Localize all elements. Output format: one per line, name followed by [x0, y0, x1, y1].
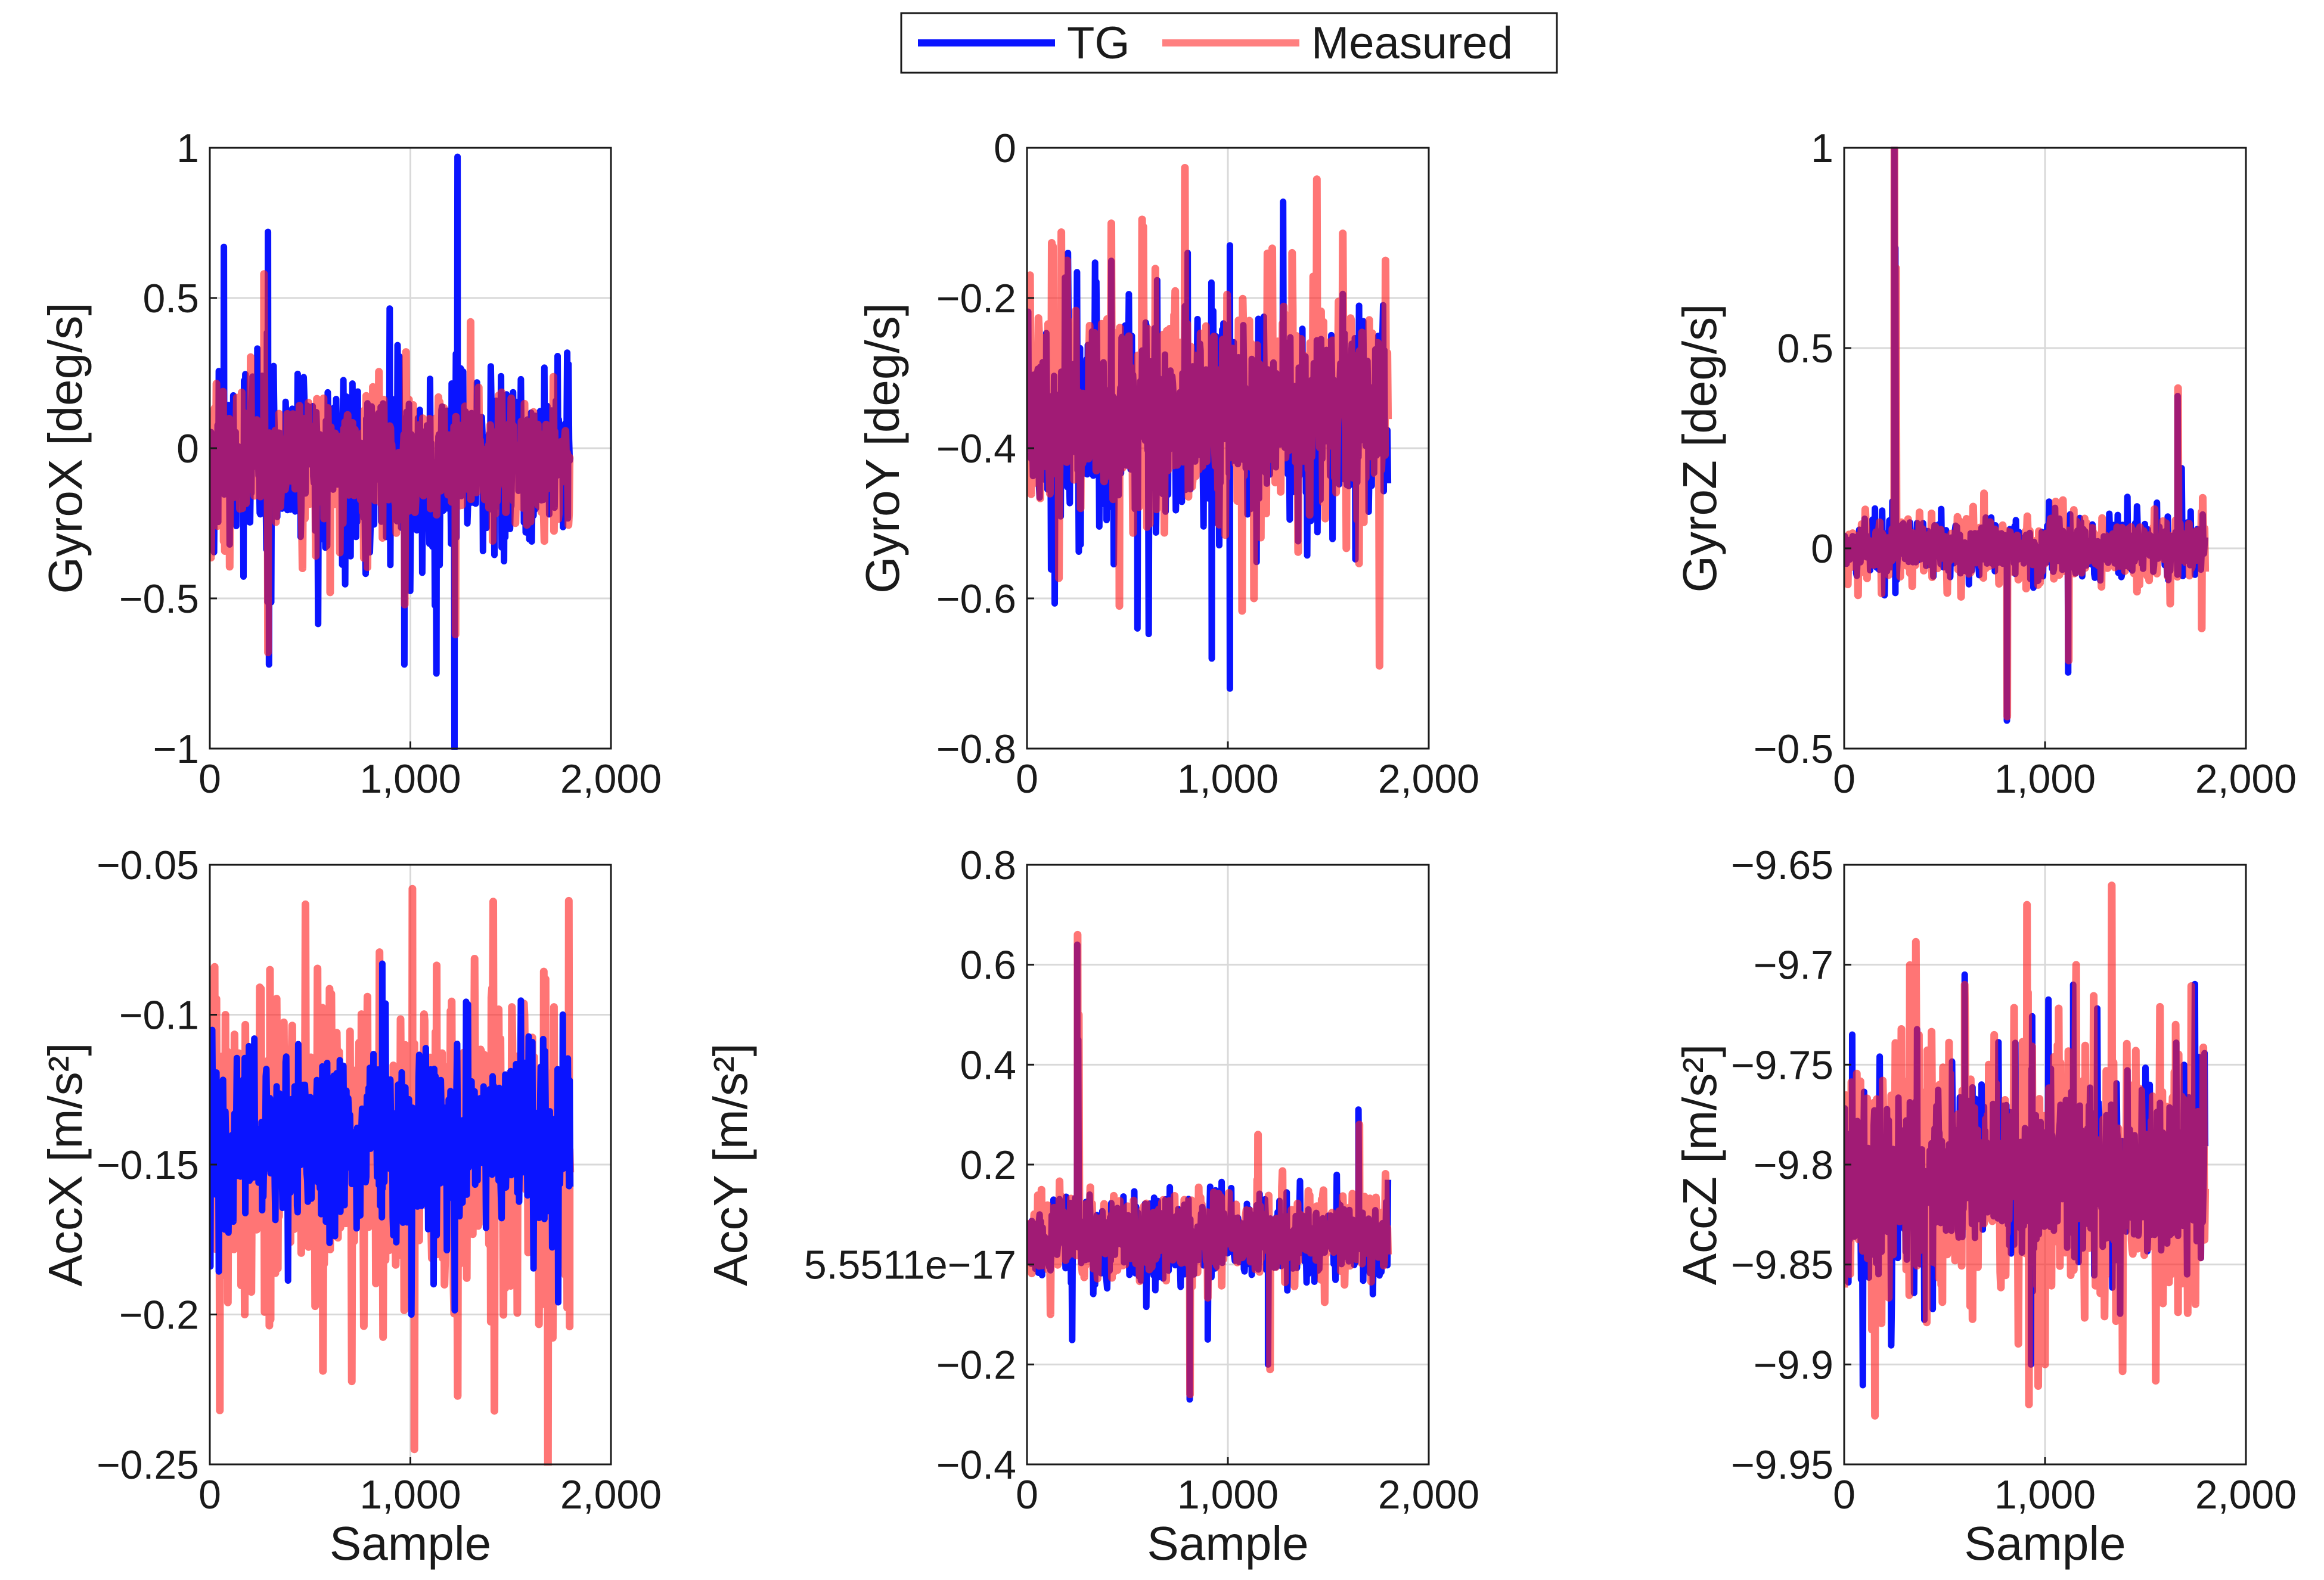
y-axis-label: AccX [m/s²]	[39, 1043, 92, 1287]
y-axis-label: AccZ [m/s²]	[1673, 1044, 1726, 1285]
x-tick-label: 0	[198, 1472, 221, 1517]
series-measured-line	[210, 270, 574, 657]
y-tick-label: −0.1	[119, 993, 199, 1038]
x-tick-label: 2,000	[2195, 756, 2297, 802]
y-tick-label: −9.9	[1754, 1342, 1833, 1387]
y-tick-label: −9.75	[1731, 1042, 1833, 1088]
x-axis-label: Sample	[1147, 1517, 1308, 1570]
x-tick-label: 0	[1016, 1472, 1038, 1517]
x-tick-label: 2,000	[1378, 1472, 1479, 1517]
series-group	[210, 153, 574, 750]
x-tick-label: 0	[1833, 1472, 1856, 1517]
y-tick-label: 5.5511e−17	[804, 1243, 1016, 1288]
x-tick-label: 1,000	[1994, 756, 2096, 802]
y-axis-label: GyroX [deg/s]	[39, 302, 92, 594]
y-tick-label: −0.6	[936, 576, 1016, 622]
series-group	[210, 884, 575, 1466]
subplot-2: 0 1,000 2,000 −0.8 −0.6 −0.4 −0.2 0 GyroY [deg/s…	[856, 126, 1479, 802]
y-tick-label: −9.65	[1731, 843, 1833, 888]
y-tick-label: −9.8	[1754, 1143, 1833, 1188]
y-tick-label: 0.2	[960, 1143, 1016, 1188]
y-tick-label: 0.4	[960, 1042, 1016, 1088]
y-tick-label: −0.25	[97, 1442, 199, 1488]
x-tick-label: 1,000	[359, 1472, 461, 1517]
legend-label-measured: Measured	[1311, 18, 1513, 69]
x-tick-label: 0	[1016, 756, 1038, 802]
x-tick-label: 0	[1833, 756, 1856, 802]
series-measured-line	[1027, 930, 1392, 1399]
y-tick-label: −1	[153, 727, 199, 772]
y-tick-label: −0.2	[936, 1342, 1016, 1387]
x-axis-label: Sample	[1964, 1517, 2126, 1570]
series-group	[1027, 930, 1392, 1403]
x-tick-label: 2,000	[1378, 756, 1479, 802]
series-measured-line	[1844, 881, 2210, 1420]
subplot-5: 0 1,000 2,000 −0.4 −0.2 5.5511e−17 0.2 0.4 0.6 0.…	[704, 843, 1479, 1570]
y-tick-label: −0.8	[936, 727, 1016, 772]
series-group	[1844, 147, 2210, 724]
x-tick-label: 2,000	[560, 756, 662, 802]
y-tick-label: 0	[176, 426, 199, 471]
series-group	[1844, 881, 2210, 1420]
series-group	[1027, 164, 1392, 692]
y-axis-label: GyroZ [deg/s]	[1673, 304, 1726, 593]
y-axis-label: GyroY [deg/s]	[856, 303, 909, 594]
y-tick-label: 0.8	[960, 843, 1016, 888]
y-tick-label: −9.7	[1754, 943, 1833, 988]
x-tick-label: 1,000	[1177, 1472, 1279, 1517]
y-tick-label: 0	[1811, 526, 1833, 572]
x-tick-label: 1,000	[1177, 756, 1279, 802]
y-tick-label: −0.15	[97, 1143, 199, 1188]
y-tick-label: −0.4	[936, 426, 1016, 471]
y-tick-label: −0.5	[119, 576, 199, 622]
y-tick-label: −0.05	[97, 843, 199, 888]
y-axis-label: AccY [m/s²]	[704, 1043, 757, 1286]
y-tick-label: 0.5	[1777, 326, 1833, 371]
y-tick-label: −9.95	[1731, 1442, 1833, 1488]
y-tick-label: 0.6	[960, 943, 1016, 988]
series-measured-line	[1844, 147, 2210, 721]
y-tick-label: 1	[176, 126, 199, 171]
x-axis-label: Sample	[330, 1517, 491, 1570]
y-tick-label: −0.2	[936, 276, 1016, 321]
y-tick-label: 0	[994, 126, 1016, 171]
series-tg-line	[210, 960, 574, 1318]
subplot-6: 0 1,000 2,000 −9.95 −9.9 −9.85 −9.8 −9.75 −9.7 −9…	[1673, 843, 2297, 1570]
y-tick-label: −0.2	[119, 1293, 199, 1338]
y-tick-label: −0.5	[1754, 727, 1833, 772]
x-tick-label: 0	[198, 756, 221, 802]
subplot-4: 0 1,000 2,000 −0.25 −0.2 −0.15 −0.1 −0.05 AccX […	[39, 843, 662, 1570]
y-tick-label: −9.85	[1731, 1243, 1833, 1288]
subplot-1: 0 1,000 2,000 −1 −0.5 0 0.5 1 GyroX [deg/s]	[39, 126, 662, 802]
legend: TG Measured	[900, 12, 1558, 74]
series-measured-line	[1027, 164, 1392, 670]
x-tick-label: 2,000	[560, 1472, 662, 1517]
y-tick-label: 0.5	[142, 276, 199, 321]
x-tick-label: 1,000	[359, 756, 461, 802]
x-tick-label: 1,000	[1994, 1472, 2096, 1517]
y-tick-label: 1	[1811, 126, 1833, 171]
y-tick-label: −0.4	[936, 1442, 1016, 1488]
legend-label-tg: TG	[1067, 18, 1130, 69]
x-tick-label: 2,000	[2195, 1472, 2297, 1517]
